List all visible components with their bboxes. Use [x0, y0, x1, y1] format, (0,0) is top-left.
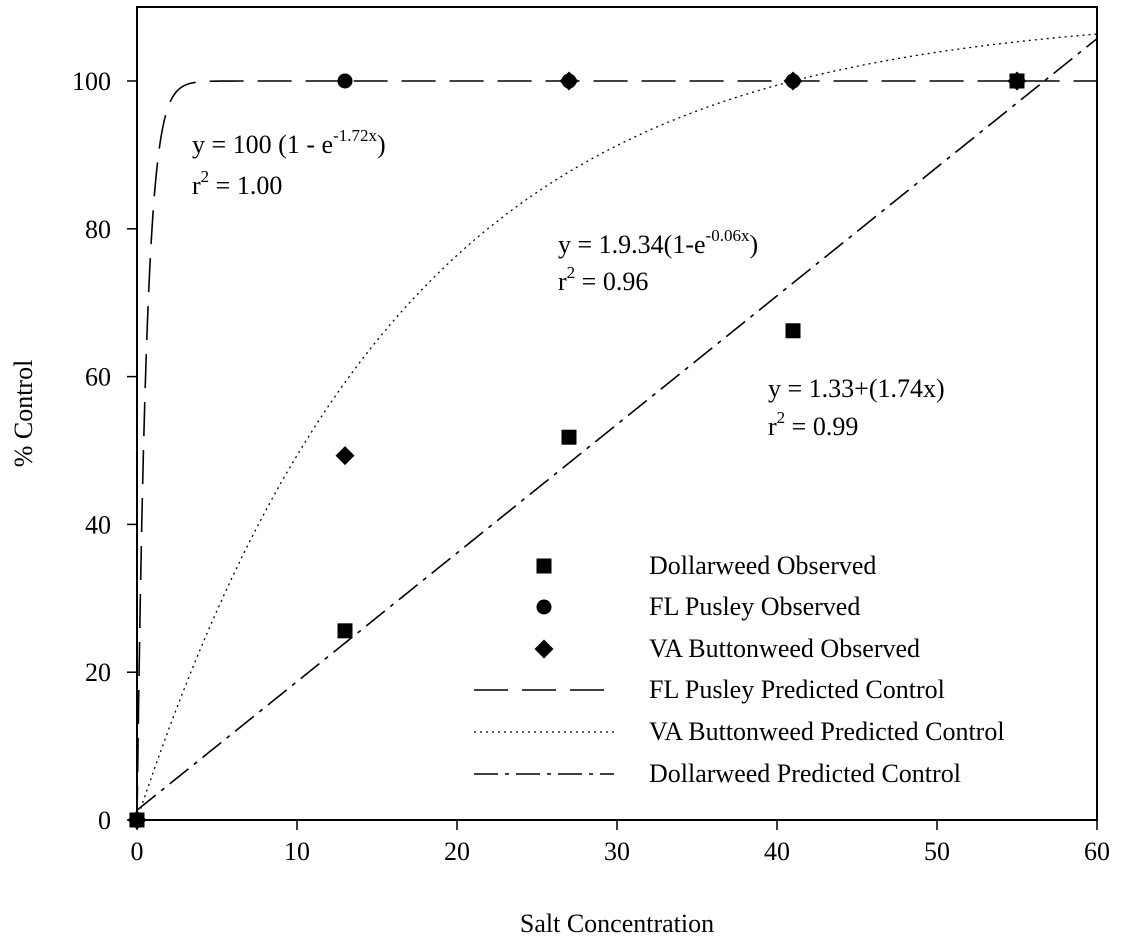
dollarweed-predicted-control-line [137, 38, 1097, 811]
legend-dollarweed-observed-label: Dollarweed Observed [649, 551, 876, 580]
curves-layer [137, 33, 1097, 820]
y-tick-label: 20 [85, 658, 111, 687]
y-axis-label: % Control [9, 360, 38, 468]
y-tick-label: 100 [72, 67, 111, 96]
legend: Dollarweed Observed FL Pusley Observed VA … [474, 551, 1005, 788]
fl-pusley-predicted-control-line [137, 80, 1097, 820]
markers-layer [127, 71, 1027, 830]
x-tick-label: 0 [131, 837, 144, 866]
x-tick-label: 10 [284, 837, 310, 866]
fl-pusley-equation: y = 100 (1 - e-1.72x) [192, 126, 386, 159]
y-tick-label: 40 [85, 510, 111, 539]
legend-dollarweed-observed-marker [536, 558, 552, 574]
legend-va-buttonweed-predicted-control-label: VA Buttonweed Predicted Control [649, 717, 1005, 746]
va-buttonweed-observed-point [783, 71, 803, 91]
dollarweed-observed-point [337, 623, 353, 639]
va-buttonweed-observed-point [1007, 71, 1027, 91]
va-buttonweed-equation: y = 1.9.34(1-e-0.06x) [558, 226, 758, 259]
fl-pusley-observed-point [337, 73, 353, 89]
legend-va-buttonweed-observed-marker [534, 639, 554, 659]
legend-fl-pusley-observed-marker [536, 599, 552, 615]
y-tick-label: 0 [98, 806, 111, 835]
dollarweed-equation: y = 1.33+(1.74x) [768, 374, 945, 403]
x-axis-label: Salt Concentration [520, 909, 714, 938]
legend-dollarweed-predicted-control-label: Dollarweed Predicted Control [649, 759, 961, 788]
y-tick-label: 60 [85, 363, 111, 392]
y-tick-label: 80 [85, 215, 111, 244]
legend-va-buttonweed-observed-label: VA Buttonweed Observed [649, 634, 920, 663]
legend-fl-pusley-observed-label: FL Pusley Observed [649, 592, 860, 621]
x-tick-label: 40 [764, 837, 790, 866]
va-buttonweed-r2: r2 = 0.96 [558, 263, 648, 296]
dollarweed-observed-point [561, 429, 577, 445]
fl-pusley-r2: r2 = 1.00 [192, 167, 282, 200]
dollarweed-r2: r2 = 0.99 [768, 408, 858, 441]
va-buttonweed-observed-point [559, 71, 579, 91]
x-tick-label: 30 [604, 837, 630, 866]
x-tick-label: 60 [1084, 837, 1110, 866]
plot-area-frame [136, 6, 1098, 821]
legend-fl-pusley-predicted-control-label: FL Pusley Predicted Control [649, 675, 945, 704]
x-tick-label: 20 [444, 837, 470, 866]
x-tick-label: 50 [924, 837, 950, 866]
axis-ticks: 0 10 20 30 40 50 60 0 20 40 60 80 100 [72, 67, 1110, 866]
va-buttonweed-observed-point [335, 446, 355, 466]
dollarweed-observed-point [785, 323, 801, 339]
